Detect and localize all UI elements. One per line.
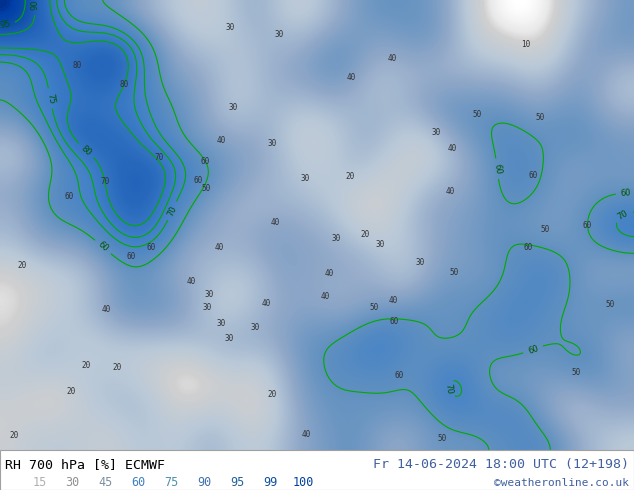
Text: 30: 30 bbox=[217, 319, 226, 328]
Text: 75: 75 bbox=[164, 476, 178, 490]
Text: 40: 40 bbox=[347, 73, 356, 82]
Text: 70: 70 bbox=[166, 204, 178, 218]
Text: 40: 40 bbox=[320, 293, 330, 301]
Text: 50: 50 bbox=[605, 300, 614, 309]
Text: 20: 20 bbox=[346, 172, 355, 181]
Text: 70: 70 bbox=[443, 383, 454, 394]
Text: 45: 45 bbox=[98, 476, 112, 490]
Text: 30: 30 bbox=[202, 303, 211, 312]
Text: 70: 70 bbox=[100, 177, 109, 186]
Text: 40: 40 bbox=[446, 187, 455, 196]
Text: 50: 50 bbox=[473, 110, 482, 119]
Text: 40: 40 bbox=[187, 277, 196, 286]
Text: 40: 40 bbox=[217, 136, 226, 145]
Text: 40: 40 bbox=[388, 54, 397, 63]
Text: 30: 30 bbox=[65, 476, 79, 490]
Text: 80: 80 bbox=[72, 61, 82, 70]
Text: 40: 40 bbox=[448, 144, 457, 153]
Text: 60: 60 bbox=[96, 240, 110, 254]
Text: 30: 30 bbox=[250, 323, 259, 332]
Text: 60: 60 bbox=[126, 252, 136, 261]
Text: 80: 80 bbox=[119, 80, 128, 89]
Text: 60: 60 bbox=[621, 188, 631, 197]
Text: 50: 50 bbox=[449, 269, 458, 277]
Text: 60: 60 bbox=[390, 317, 399, 326]
Text: 70: 70 bbox=[155, 153, 164, 162]
Text: 50: 50 bbox=[437, 434, 446, 443]
Text: 95: 95 bbox=[230, 476, 244, 490]
Text: 75: 75 bbox=[45, 92, 56, 104]
Text: 60: 60 bbox=[527, 343, 540, 355]
Text: 20: 20 bbox=[10, 431, 19, 441]
Text: 30: 30 bbox=[275, 30, 284, 39]
Text: 30: 30 bbox=[375, 240, 384, 249]
Text: 60: 60 bbox=[193, 176, 203, 185]
Text: 20: 20 bbox=[67, 387, 75, 396]
Text: 40: 40 bbox=[262, 299, 271, 308]
Text: 30: 30 bbox=[332, 234, 341, 243]
Text: 30: 30 bbox=[301, 174, 310, 183]
Text: 60: 60 bbox=[201, 157, 210, 167]
Text: 20: 20 bbox=[82, 361, 91, 370]
Text: 20: 20 bbox=[18, 261, 27, 270]
FancyBboxPatch shape bbox=[0, 450, 634, 490]
Text: 30: 30 bbox=[268, 139, 276, 148]
Text: 60: 60 bbox=[146, 243, 155, 251]
Text: 30: 30 bbox=[226, 24, 235, 32]
Text: 60: 60 bbox=[583, 221, 592, 230]
Text: 70: 70 bbox=[616, 208, 630, 221]
Text: 40: 40 bbox=[302, 430, 311, 439]
Text: 40: 40 bbox=[270, 218, 280, 227]
Text: 99: 99 bbox=[263, 476, 277, 490]
Text: 60: 60 bbox=[492, 163, 502, 174]
Text: 60: 60 bbox=[523, 244, 533, 252]
Text: 30: 30 bbox=[204, 290, 213, 299]
Text: 30: 30 bbox=[415, 258, 425, 267]
Text: 50: 50 bbox=[535, 113, 545, 122]
Text: 90: 90 bbox=[30, 0, 40, 10]
Text: 80: 80 bbox=[79, 144, 93, 157]
Text: ©weatheronline.co.uk: ©weatheronline.co.uk bbox=[494, 478, 629, 488]
Text: 60: 60 bbox=[64, 192, 74, 201]
Text: 20: 20 bbox=[268, 391, 277, 399]
Text: RH 700 hPa [%] ECMWF: RH 700 hPa [%] ECMWF bbox=[5, 458, 165, 471]
Text: 50: 50 bbox=[369, 303, 378, 312]
Text: 20: 20 bbox=[360, 230, 370, 239]
Text: 15: 15 bbox=[32, 476, 46, 490]
Text: 20: 20 bbox=[112, 363, 122, 371]
Text: 90: 90 bbox=[197, 476, 211, 490]
Text: 30: 30 bbox=[228, 103, 238, 112]
Text: 60: 60 bbox=[131, 476, 145, 490]
Text: Fr 14-06-2024 18:00 UTC (12+198): Fr 14-06-2024 18:00 UTC (12+198) bbox=[373, 458, 629, 471]
Text: 50: 50 bbox=[201, 184, 210, 193]
Text: 30: 30 bbox=[432, 128, 441, 137]
Text: 40: 40 bbox=[389, 296, 398, 305]
Text: 40: 40 bbox=[214, 243, 223, 252]
Text: 50: 50 bbox=[541, 225, 550, 234]
Text: 60: 60 bbox=[528, 171, 538, 180]
Text: 50: 50 bbox=[571, 368, 580, 377]
Text: 100: 100 bbox=[292, 476, 314, 490]
Text: 95: 95 bbox=[0, 20, 11, 30]
Text: 10: 10 bbox=[521, 40, 530, 49]
Text: 60: 60 bbox=[394, 371, 403, 380]
Text: 30: 30 bbox=[224, 334, 234, 343]
Text: 40: 40 bbox=[324, 269, 333, 278]
Text: 40: 40 bbox=[101, 305, 110, 314]
